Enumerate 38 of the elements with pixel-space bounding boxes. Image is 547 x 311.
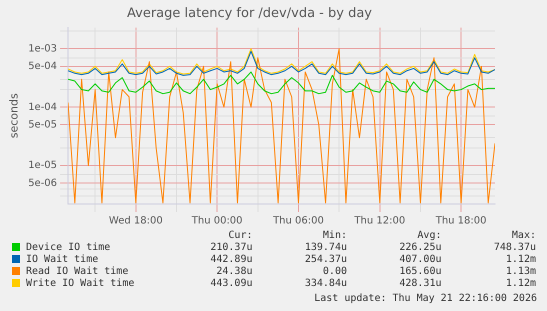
text: 226.25u bbox=[398, 242, 442, 254]
text: 1.12m bbox=[504, 254, 536, 266]
x-tick-label: Thu 06:00 bbox=[272, 216, 324, 227]
y-tick-label: 1e-05 bbox=[28, 160, 58, 172]
y-tick-label: 1e-04 bbox=[28, 102, 58, 113]
x-tick-label: Wed 18:00 bbox=[108, 216, 163, 227]
y-tick-label: 5e-05 bbox=[28, 119, 58, 130]
text: 254.37u bbox=[304, 254, 347, 266]
x-tick-label: Thu 18:00 bbox=[434, 216, 487, 227]
legend-label: Read IO Wait time bbox=[25, 266, 130, 278]
chart-title: Average latency for /dev/vda - by day bbox=[127, 6, 372, 22]
y-axis-title: seconds bbox=[7, 93, 20, 138]
legend-label: Write IO Wait time bbox=[25, 278, 136, 290]
text: 165.60u bbox=[398, 266, 442, 278]
text: 24.38u bbox=[215, 266, 252, 278]
legend-label: IO Wait time bbox=[25, 254, 100, 266]
text: 1.12m bbox=[504, 278, 536, 290]
x-tick-label: Thu 12:00 bbox=[353, 216, 406, 227]
legend-label: Device IO time bbox=[25, 242, 112, 254]
text: Cur: bbox=[227, 230, 252, 242]
text: Avg: bbox=[416, 230, 442, 242]
y-tick-label: 5e-04 bbox=[28, 60, 58, 72]
text: Last update: Thu May 21 22:16:00 2026 bbox=[314, 293, 537, 304]
text: 442.89u bbox=[209, 254, 252, 266]
text: 443.09u bbox=[209, 278, 252, 290]
text: 428.31u bbox=[398, 278, 442, 290]
text: 1.13m bbox=[504, 266, 536, 278]
text: Max: bbox=[510, 230, 536, 242]
y-tick-label: 5e-06 bbox=[28, 178, 58, 189]
text: 139.74u bbox=[304, 242, 347, 254]
x-tick-label: Thu 00:00 bbox=[190, 216, 243, 227]
text: Min: bbox=[322, 230, 347, 242]
y-tick-label: 1e-03 bbox=[28, 43, 58, 54]
text: 748.37u bbox=[492, 242, 536, 254]
text: 0.00 bbox=[322, 266, 347, 278]
text: 210.37u bbox=[209, 242, 252, 254]
text: 407.00u bbox=[398, 254, 442, 266]
text: 334.84u bbox=[304, 278, 347, 290]
